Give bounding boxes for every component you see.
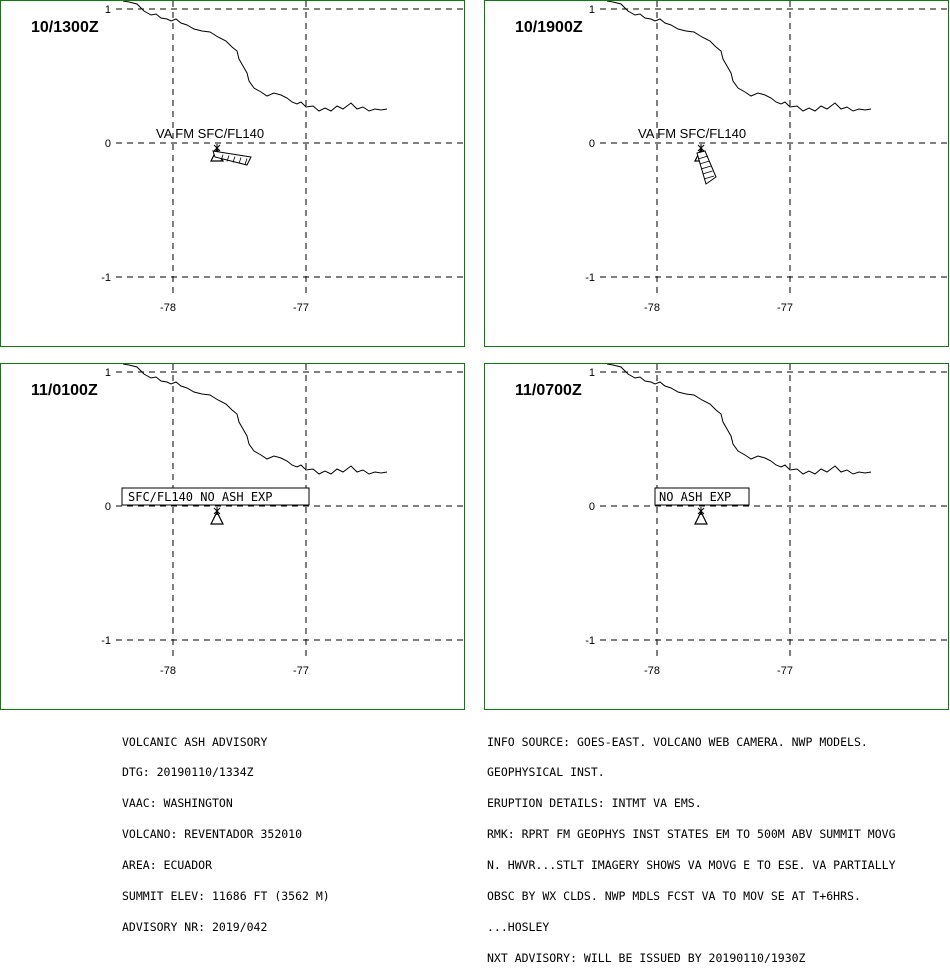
latitude-tick-label: 1 [589,367,595,379]
advisory-line: N. HWVR...STLT IMAGERY SHOWS VA MOVG E T… [487,858,896,873]
map-canvas: 1 0 -1 -78 -77 VA FM SFC/FL140 [585,1,950,314]
panel-time: 11/0700Z [515,382,582,399]
axis-ticks: 1 0 -1 -78 -77 [101,367,309,677]
grid-lines [600,1,950,296]
va-label: VA FM SFC/FL140 [638,126,746,141]
panel-time: 10/1900Z [515,19,583,36]
coastline [606,364,872,475]
eruption-mark [697,144,705,152]
coastline-path [606,364,872,475]
map-panel-3: 1 0 -1 -78 -77 SFC/FL140 NO ASH EXP 11/0100Z [0,363,466,710]
advisory-line: ...HOSLEY [487,919,550,934]
eruption-mark [213,507,221,515]
longitude-tick-label: -77 [293,665,309,677]
ash-hatch [238,157,242,164]
va-label: VA FM SFC/FL140 [156,126,264,141]
status-label: SFC/FL140 NO ASH EXP [128,490,273,504]
longitude-tick-label: -78 [644,665,660,677]
volcano-icon [694,507,708,525]
volcano-triangle [210,510,224,525]
latitude-tick-label: -1 [101,272,111,284]
volcano-triangle [694,510,708,525]
advisory-line: AREA: ECUADOR [122,858,213,873]
advisory-line: DTG: 20190110/1334Z [122,765,254,780]
longitude-tick-label: -77 [777,665,793,677]
coastline [606,1,872,112]
advisory-line: ADVISORY NR: 2019/042 [122,919,268,934]
advisory-remarks: INFO SOURCE: GOES-EAST. VOLCANO WEB CAME… [487,716,896,973]
label-box [121,487,310,506]
longitude-tick-label: -78 [160,302,176,314]
ash-hatch [220,154,224,161]
coastline-path [122,1,388,112]
map-canvas: 1 0 -1 -78 -77 VA FM SFC/FL140 [101,1,466,314]
advisory-line: NXT ADVISORY: WILL BE ISSUED BY 20190110… [487,950,806,965]
latitude-tick-label: 1 [105,367,111,379]
ash-cloud [696,150,717,185]
panel-time: 10/1300Z [31,19,99,36]
latitude-tick-label: -1 [101,635,111,647]
latitude-tick-label: 0 [589,138,595,150]
volcano-icon [210,507,224,525]
label-box [654,487,750,506]
latitude-tick-label: 1 [589,4,595,16]
advisory-line: ERUPTION DETAILS: INTMT VA EMS. [487,796,702,811]
grid-lines [600,364,950,659]
longitude-tick-label: -78 [644,302,660,314]
eruption-mark [213,144,221,152]
ash-hatch [699,160,710,165]
longitude-tick-label: -78 [160,665,176,677]
coastline [122,1,388,112]
map-panel-4: 1 0 -1 -78 -77 NO ASH EXP 11/0700Z [484,363,950,710]
panel-time: 11/0100Z [31,382,98,399]
grid-lines [116,1,466,296]
axis-ticks: 1 0 -1 -78 -77 [101,4,309,314]
advisory-line: VOLCANIC ASH ADVISORY [122,734,268,749]
advisory-line: SUMMIT ELEV: 11686 FT (3562 M) [122,889,330,904]
status-label: NO ASH EXP [659,490,731,504]
advisory-line: INFO SOURCE: GOES-EAST. VOLCANO WEB CAME… [487,734,868,749]
advisory-line: GEOPHYSICAL INST. [487,765,605,780]
advisory-line: VAAC: WASHINGTON [122,796,233,811]
ash-hatch [244,158,248,165]
axis-ticks: 1 0 -1 -78 -77 [585,4,793,314]
latitude-tick-label: 0 [105,501,111,513]
coastline [122,364,388,475]
map-canvas: 1 0 -1 -78 -77 NO ASH EXP [585,364,950,677]
ash-hatch [697,155,709,160]
ash-polygon [212,150,252,166]
ash-cloud [212,150,252,166]
ash-hatch [702,170,713,175]
grid-lines [116,364,466,659]
latitude-tick-label: 0 [589,501,595,513]
latitude-tick-label: 1 [105,4,111,16]
map-panel-2: 1 0 -1 -78 -77 VA FM SFC/FL140 10/1900Z [484,0,950,347]
eruption-mark [697,507,705,515]
longitude-tick-label: -77 [293,302,309,314]
advisory-line: VOLCANO: REVENTADOR 352010 [122,827,303,842]
latitude-tick-label: -1 [585,635,595,647]
advisory-line: RMK: RPRT FM GEOPHYS INST STATES EM TO 5… [487,827,896,842]
coastline-path [606,1,872,112]
ash-hatch [700,165,712,170]
advisory-summary: VOLCANIC ASH ADVISORY DTG: 20190110/1334… [122,716,330,943]
advisory-line: OBSC BY WX CLDS. NWP MDLS FCST VA TO MOV… [487,889,861,904]
map-canvas: 1 0 -1 -78 -77 SFC/FL140 NO ASH EXP [101,364,466,677]
ash-hatch [703,175,715,180]
axis-ticks: 1 0 -1 -78 -77 [585,367,793,677]
ash-hatch [232,156,236,163]
latitude-tick-label: -1 [585,272,595,284]
latitude-tick-label: 0 [105,138,111,150]
map-panel-1: 1 0 -1 -78 -77 VA FM SFC/FL140 10/1300Z [0,0,466,347]
ash-hatch [226,155,230,162]
coastline-path [122,364,388,475]
longitude-tick-label: -77 [777,302,793,314]
